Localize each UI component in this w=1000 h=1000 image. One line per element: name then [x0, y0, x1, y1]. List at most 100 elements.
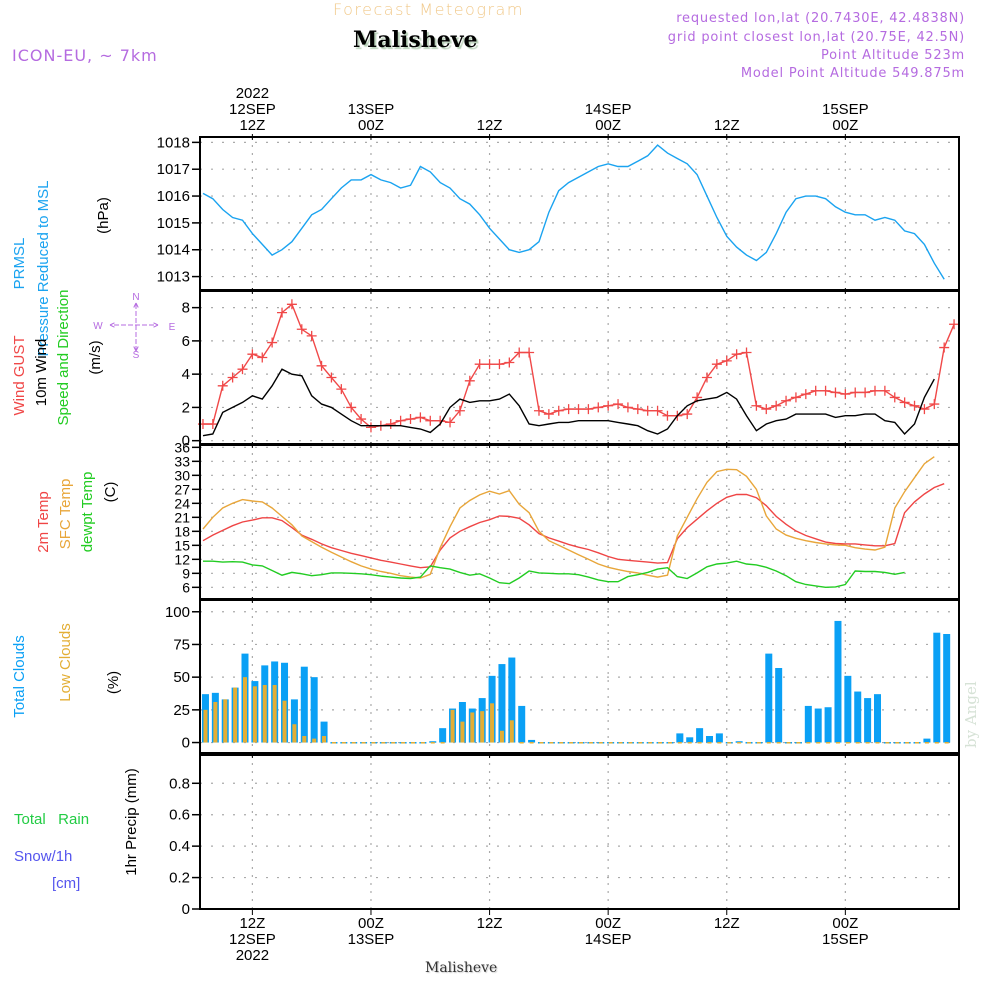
- low-cloud-bar: [707, 742, 712, 744]
- gust-marker: [800, 389, 811, 400]
- y-tick-label: 25: [173, 702, 190, 719]
- y-tick-label: 0.4: [169, 838, 190, 855]
- low-cloud-bar: [262, 685, 267, 743]
- gust-marker: [840, 389, 851, 400]
- low-cloud-bar: [826, 742, 831, 744]
- gust-marker: [701, 372, 712, 383]
- y-tick-label: 0: [182, 433, 190, 450]
- y-tick-label: 15: [174, 537, 190, 553]
- gust-marker: [207, 419, 218, 430]
- low-cloud-bar: [460, 721, 465, 743]
- gust-marker: [860, 387, 871, 398]
- gust-marker: [781, 395, 792, 406]
- series-line-10m-wind: [202, 368, 935, 437]
- low-cloud-bar: [697, 742, 702, 744]
- chart-title: Forecast Meteogram: [333, 0, 524, 19]
- total-cloud-bar: [873, 694, 881, 743]
- bottom-time-label: 15SEP: [822, 931, 869, 948]
- y-tick-label: 6: [182, 333, 190, 350]
- gust-marker: [227, 372, 238, 383]
- pressure-full-label: Pressure Reduced to MSL: [35, 181, 52, 357]
- wind-label: 10m Wind: [33, 339, 50, 407]
- low-cloud-bar: [895, 742, 900, 744]
- series-line-sfc-temp: [202, 456, 935, 579]
- snow-label: Snow/1h: [14, 848, 72, 865]
- low-cloud-bar: [401, 742, 406, 744]
- series-line-prmsl: [202, 144, 945, 280]
- y-tick-label: 18: [174, 523, 190, 539]
- low-cloud-bar: [915, 742, 920, 744]
- gust-marker: [632, 404, 643, 415]
- gust-marker: [445, 417, 456, 428]
- total-cloud-bar: [834, 620, 842, 743]
- total-cloud-bar: [705, 736, 713, 743]
- low-cloud-bar: [905, 742, 910, 744]
- t2m-label: 2m Temp: [35, 491, 52, 552]
- total-cloud-bar: [824, 707, 832, 743]
- gust-marker: [682, 409, 693, 420]
- y-tick-label: 50: [173, 669, 190, 686]
- y-tick-label: 100: [165, 604, 190, 621]
- low-cloud-bar: [213, 702, 218, 743]
- low-cloud-bar: [450, 709, 455, 743]
- total-cloud-bar: [429, 741, 437, 743]
- gust-marker: [919, 404, 930, 415]
- total-cloud-bar: [518, 705, 526, 743]
- gust-label: Wind GUST: [11, 335, 28, 415]
- total-cloud-bar: [528, 739, 536, 743]
- y-tick-label: 1018: [157, 134, 190, 151]
- precip-label: 1hr Precip (mm): [123, 768, 140, 876]
- gust-marker: [593, 402, 604, 413]
- gust-marker: [830, 387, 841, 398]
- gust-marker: [761, 404, 772, 415]
- total-cloud-bar: [676, 733, 684, 743]
- gust-marker: [790, 392, 801, 403]
- total-rain-label: Total Rain: [14, 811, 89, 828]
- y-tick-label: 1015: [157, 215, 190, 232]
- gust-marker: [731, 349, 742, 360]
- gust-marker: [810, 385, 821, 396]
- low-cloud-bar: [529, 742, 534, 744]
- gust-marker: [949, 319, 960, 330]
- gust-marker: [247, 349, 258, 360]
- bottom-time-label: 14SEP: [585, 931, 632, 948]
- low-cloud-bar: [667, 742, 672, 744]
- gust-marker: [939, 342, 950, 353]
- bottom-time-label: 12Z: [239, 915, 265, 932]
- gust-marker: [474, 359, 485, 370]
- compass-w: W: [93, 321, 103, 332]
- gust-marker: [286, 299, 297, 310]
- low-cloud-bar: [727, 742, 732, 744]
- clouds-unit: (%): [105, 671, 122, 694]
- compass-e: E: [169, 322, 176, 333]
- low-cloud-bar: [579, 742, 584, 744]
- low-cloud-bar: [331, 742, 336, 744]
- low-cloud-bar: [499, 730, 504, 743]
- bottom-time-label: 00Z: [595, 915, 621, 932]
- compass-rose: N S W E: [93, 292, 175, 361]
- low-cloud-bar: [341, 742, 346, 744]
- gust-marker: [365, 422, 376, 433]
- low-cloud-bar: [302, 736, 307, 743]
- panel-labels-temperature: 2m Temp SFC Temp dewpt Temp (C): [35, 472, 119, 553]
- low-cloud-bar: [796, 742, 801, 744]
- bottom-time-label: 12SEP: [229, 931, 276, 948]
- y-tick-label: 30: [174, 467, 190, 483]
- panel-frame: [199, 754, 960, 910]
- gust-marker: [543, 409, 554, 420]
- gust-marker: [464, 375, 475, 386]
- y-tick-label: 27: [174, 481, 190, 497]
- y-tick-label: 33: [174, 453, 190, 469]
- gust-marker: [622, 402, 633, 413]
- top-time-label: 13SEP: [348, 101, 395, 118]
- gust-marker: [563, 404, 574, 415]
- gust-marker: [267, 337, 278, 348]
- low-cloud-bar: [687, 742, 692, 744]
- total-cloud-bar: [943, 634, 951, 743]
- low-cloud-bar: [391, 742, 396, 744]
- panel-clouds: 0 25 50 75 100 Total Clouds Low Clouds (%): [11, 597, 960, 754]
- gust-marker: [484, 359, 495, 370]
- low-cloud-bar: [361, 742, 366, 744]
- series-line-2m-temp: [202, 483, 945, 569]
